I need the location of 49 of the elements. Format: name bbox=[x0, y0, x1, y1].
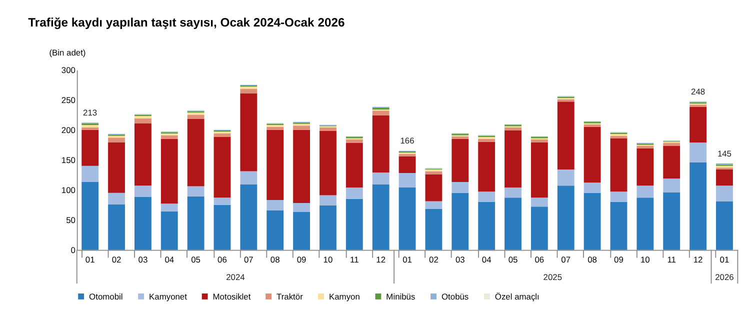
x-tick-label: 12 bbox=[376, 254, 386, 264]
x-tick-label: 12 bbox=[693, 254, 704, 264]
x-tick-label: 04 bbox=[164, 254, 174, 264]
x-tick-label: 02 bbox=[112, 254, 122, 264]
x-tick-label: 08 bbox=[270, 254, 280, 264]
total-label: 248 bbox=[691, 86, 706, 96]
x-tick-label: 10 bbox=[640, 254, 650, 264]
x-tick-label: 09 bbox=[296, 254, 307, 264]
total-label: 145 bbox=[717, 148, 732, 158]
text: 2025 bbox=[543, 272, 562, 282]
x-tick-label: 01 bbox=[720, 254, 730, 264]
x-tick-label: 03 bbox=[455, 254, 466, 264]
total-label: 166 bbox=[400, 136, 415, 146]
text: 2026 bbox=[715, 272, 734, 282]
y-tick-label: 250 bbox=[61, 95, 76, 106]
x-tick-label: 07 bbox=[561, 254, 571, 264]
x-tick-label: 03 bbox=[138, 254, 148, 264]
x-tick-label: 06 bbox=[534, 254, 544, 264]
legend-label: Minibüs bbox=[386, 291, 416, 302]
legend-label: Otomobil bbox=[89, 291, 123, 302]
y-tick-label: 50 bbox=[66, 215, 76, 226]
text: 2024 bbox=[226, 272, 246, 282]
x-tick-label: 06 bbox=[218, 254, 228, 264]
y-axis-title: (Bin adet) bbox=[49, 47, 86, 58]
y-tick-label: 0 bbox=[70, 245, 76, 256]
x-tick-label: 10 bbox=[323, 254, 333, 264]
y-tick-label: 200 bbox=[61, 125, 76, 136]
y-tick-label: 100 bbox=[61, 185, 76, 196]
legend-label: Traktör bbox=[276, 291, 304, 302]
legend-label: Kamyon bbox=[329, 291, 360, 302]
x-tick-label: 05 bbox=[508, 254, 518, 264]
x-tick-label: 01 bbox=[402, 254, 412, 264]
x-tick-label: 09 bbox=[614, 254, 624, 264]
legend-label: Otobüs bbox=[441, 291, 469, 302]
x-tick-label: 02 bbox=[429, 254, 439, 264]
chart-title: Trafiğe kaydı yapılan taşıt sayısı, Ocak 2024-Ocak 2026 bbox=[28, 16, 346, 30]
y-tick-label: 300 bbox=[61, 65, 76, 76]
legend-label: Özel amaçlı bbox=[494, 291, 540, 302]
legend-label: Motosiklet bbox=[212, 291, 252, 302]
total-label: 213 bbox=[83, 107, 98, 118]
x-tick-label: 04 bbox=[482, 254, 492, 264]
legend-label: Kamyonet bbox=[149, 291, 188, 302]
x-tick-label: 07 bbox=[244, 254, 254, 264]
x-tick-label: 05 bbox=[191, 254, 201, 264]
x-tick-label: 08 bbox=[588, 254, 598, 264]
y-tick-label: 150 bbox=[61, 155, 76, 166]
x-tick-label: 01 bbox=[85, 254, 96, 264]
x-tick-label: 11 bbox=[667, 254, 676, 264]
x-tick-label: 11 bbox=[350, 254, 360, 264]
